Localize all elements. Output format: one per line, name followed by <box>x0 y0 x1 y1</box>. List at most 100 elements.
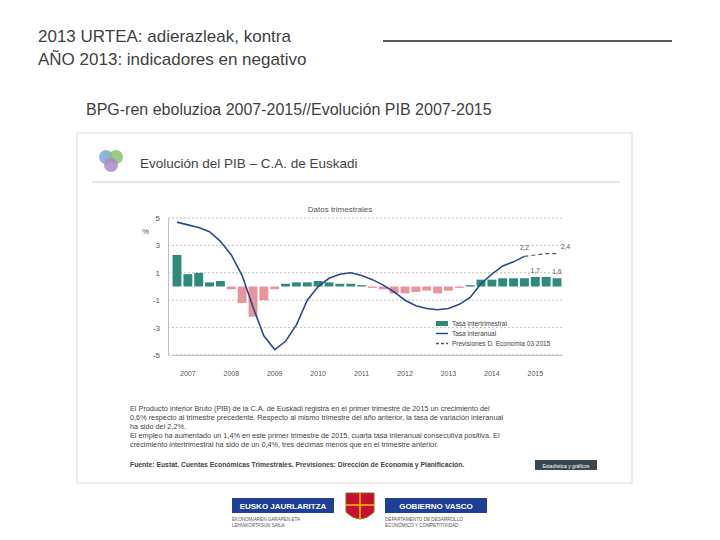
bar <box>205 282 214 286</box>
x-tick-label: 2012 <box>397 370 413 377</box>
grid-line <box>168 245 564 246</box>
x-tick-label: 2009 <box>267 370 283 377</box>
footer-label: GOBIERNO VASCO <box>399 502 473 511</box>
annotation: 1,7 <box>531 267 540 274</box>
x-tick: 2007 <box>180 355 196 377</box>
x-tick: 2008 <box>223 355 239 377</box>
chart-frame <box>77 133 632 483</box>
legend-label: Tasa intertrimestral <box>452 320 507 327</box>
bar <box>401 287 410 294</box>
y-tick: -3 <box>153 324 168 333</box>
icon-circle <box>104 158 118 172</box>
header-line: 2013 URTEA: adierazleak, kontra <box>38 27 291 46</box>
y-axis: 5 3 1 -1 -3 -5 <box>153 214 169 360</box>
bar <box>238 287 247 303</box>
bar <box>303 282 312 286</box>
bar <box>466 285 475 286</box>
bar <box>183 274 192 286</box>
x-tick: 2012 <box>397 355 413 377</box>
footer-label: EUSKO JAURLARITZA <box>240 502 327 511</box>
legend: Tasa intertrimestralTasa interanualPrevi… <box>436 320 551 347</box>
bar <box>249 287 258 317</box>
y-tick-label: -5 <box>153 351 161 360</box>
bar <box>216 281 225 286</box>
bar <box>553 278 562 286</box>
bar <box>270 287 279 290</box>
x-tick-label: 2013 <box>441 370 457 377</box>
bar <box>346 284 355 287</box>
y-tick: -1 <box>153 296 168 305</box>
slide-subtitle: BPG-ren eboluzioa 2007-2015//Evolución P… <box>86 101 492 118</box>
chart-icon <box>99 150 123 172</box>
bar <box>357 285 366 286</box>
y-tick-label: -1 <box>153 296 161 305</box>
note-line: El Producto Interior Bruto (PIB) de la C… <box>130 404 490 413</box>
bar <box>498 278 507 286</box>
footer-sub: EKONOMIAREN GARAPEN ETA <box>232 517 301 522</box>
annotation: 2,4 <box>561 243 570 250</box>
bar <box>509 278 518 286</box>
shield-cross <box>346 493 374 520</box>
note-line: 0,6% respecto al trimestre precedente. R… <box>130 413 504 422</box>
bar <box>411 287 420 292</box>
y-tick-label: 5 <box>156 214 161 223</box>
x-tick-label: 2014 <box>484 370 500 377</box>
footer-sub: ECONÓMICO Y COMPETITIVIDAD <box>385 522 459 528</box>
y-tick-label: 1 <box>156 269 161 278</box>
x-tick: 2013 <box>441 355 457 377</box>
bar <box>292 282 301 286</box>
footer-box <box>232 498 334 513</box>
bar <box>433 287 442 294</box>
x-tick-label: 2011 <box>354 370 369 377</box>
line <box>524 254 557 257</box>
grid <box>168 218 564 355</box>
y-tick: -5 <box>153 351 168 360</box>
y-tick: 5 <box>156 214 168 223</box>
bar <box>227 287 236 290</box>
bar <box>259 287 268 301</box>
bar <box>194 273 203 287</box>
bar <box>531 277 540 287</box>
button-box <box>535 460 597 470</box>
x-tick: 2010 <box>310 355 326 377</box>
coat-of-arms <box>346 493 374 520</box>
plot-area <box>173 222 562 349</box>
grid-line <box>168 272 564 273</box>
bar <box>281 284 290 287</box>
x-tick: 2015 <box>528 355 544 377</box>
legend-label: Previsiones D. Economía 03 2015 <box>452 340 551 347</box>
grid-line <box>168 327 564 328</box>
footer-sub: DEPARTAMENTO DE DESARROLLO <box>385 517 463 522</box>
annotation: 1,6 <box>552 268 561 275</box>
y-axis-title: % <box>142 227 149 236</box>
legend-swatch <box>436 343 448 345</box>
y-tick-label: -3 <box>153 324 161 333</box>
x-axis-line <box>173 355 563 356</box>
legend-swatch <box>436 321 448 326</box>
bar <box>455 287 464 288</box>
source: Fuente: Eustat. Cuentas Económicas Trime… <box>130 461 464 469</box>
x-tick-label: 2007 <box>180 370 196 377</box>
note-line: El empleo ha aumentado un 1,4% en este p… <box>130 431 500 440</box>
x-axis: 2007 2008 2009 2010 2011 2012 2013 2014 2015 <box>173 355 563 377</box>
bar <box>335 284 344 287</box>
bar <box>542 277 551 287</box>
footer-box <box>385 498 487 513</box>
y-tick: 3 <box>156 241 168 250</box>
bar <box>444 287 453 291</box>
y-tick: 1 <box>156 269 168 278</box>
note-line: ha sido del 2,2%. <box>130 422 186 431</box>
bar <box>368 287 377 288</box>
grid-line <box>168 355 564 356</box>
title-rule <box>92 182 620 183</box>
bar <box>422 287 431 291</box>
x-tick: 2011 <box>354 355 369 377</box>
bar <box>520 278 529 286</box>
bar <box>325 282 334 286</box>
grid-line <box>168 300 564 301</box>
line <box>177 222 524 349</box>
chart-title: Evolución del PIB – C.A. de Euskadi <box>140 156 358 171</box>
note-line: crecimiento intertrimestral ha sido de u… <box>130 440 438 449</box>
button-label: Estadística y gráficos <box>542 463 590 469</box>
x-tick-label: 2008 <box>223 370 239 377</box>
